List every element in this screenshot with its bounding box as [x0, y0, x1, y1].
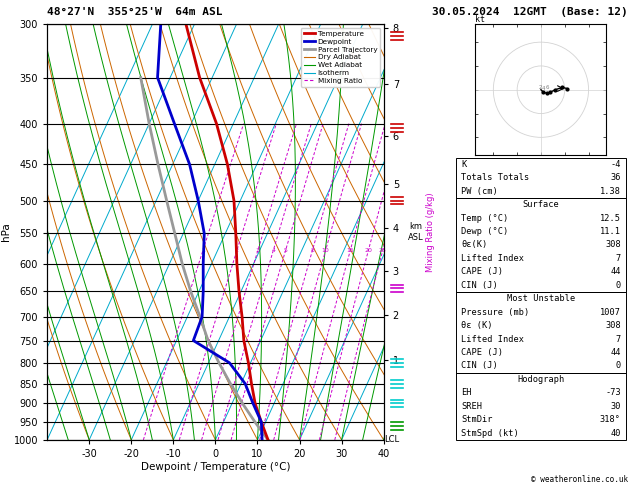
Text: Pressure (mb): Pressure (mb): [461, 308, 530, 317]
Text: Most Unstable: Most Unstable: [507, 294, 575, 303]
Text: 0: 0: [616, 281, 621, 290]
Text: Totals Totals: Totals Totals: [461, 174, 530, 182]
Text: 3: 3: [256, 248, 260, 253]
Text: Dewp (°C): Dewp (°C): [461, 227, 508, 236]
Text: 10: 10: [321, 248, 330, 253]
Text: © weatheronline.co.uk: © weatheronline.co.uk: [531, 474, 628, 484]
Text: 1007: 1007: [600, 308, 621, 317]
Text: 36: 36: [610, 174, 621, 182]
Text: 44: 44: [610, 267, 621, 277]
Text: 40: 40: [610, 429, 621, 437]
Text: Hodograph: Hodograph: [517, 375, 565, 384]
Text: CAPE (J): CAPE (J): [461, 348, 503, 357]
Text: 4: 4: [542, 86, 545, 91]
Text: kt: kt: [476, 15, 486, 24]
Text: K: K: [461, 160, 466, 169]
X-axis label: Dewpoint / Temperature (°C): Dewpoint / Temperature (°C): [141, 462, 290, 471]
Text: PW (cm): PW (cm): [461, 187, 498, 196]
Text: Lifted Index: Lifted Index: [461, 334, 524, 344]
Text: 0: 0: [616, 362, 621, 370]
Text: 15: 15: [347, 248, 354, 253]
Text: Surface: Surface: [523, 200, 559, 209]
Text: 48°27'N  355°25'W  64m ASL: 48°27'N 355°25'W 64m ASL: [47, 7, 223, 17]
Text: 30: 30: [610, 402, 621, 411]
Text: -73: -73: [605, 388, 621, 397]
Text: Temp (°C): Temp (°C): [461, 213, 508, 223]
Text: CIN (J): CIN (J): [461, 362, 498, 370]
Text: StmSpd (kt): StmSpd (kt): [461, 429, 519, 437]
Text: 12.5: 12.5: [600, 213, 621, 223]
Text: 1: 1: [201, 248, 205, 253]
Text: 308: 308: [605, 321, 621, 330]
Bar: [456, 292, 626, 373]
Y-axis label: hPa: hPa: [1, 223, 11, 242]
Bar: [456, 157, 626, 198]
Text: θε(K): θε(K): [461, 241, 487, 249]
Text: EH: EH: [461, 388, 472, 397]
Text: 11.1: 11.1: [600, 227, 621, 236]
Text: 6: 6: [546, 85, 549, 89]
Text: StmDir: StmDir: [461, 415, 493, 424]
Text: 5: 5: [284, 248, 287, 253]
Legend: Temperature, Dewpoint, Parcel Trajectory, Dry Adiabat, Wet Adiabat, Isotherm, Mi: Temperature, Dewpoint, Parcel Trajectory…: [301, 28, 380, 87]
Text: 7: 7: [616, 254, 621, 263]
Text: -4: -4: [610, 160, 621, 169]
Bar: [456, 373, 626, 440]
Text: SREH: SREH: [461, 402, 482, 411]
Text: 7: 7: [616, 334, 621, 344]
Text: 20: 20: [364, 248, 372, 253]
Text: 30.05.2024  12GMT  (Base: 12): 30.05.2024 12GMT (Base: 12): [432, 7, 628, 17]
Text: 308: 308: [605, 241, 621, 249]
Text: 8: 8: [310, 248, 314, 253]
Text: Lifted Index: Lifted Index: [461, 254, 524, 263]
Text: LCL: LCL: [384, 435, 399, 444]
Text: CIN (J): CIN (J): [461, 281, 498, 290]
Text: 44: 44: [610, 348, 621, 357]
Text: 4: 4: [271, 248, 276, 253]
Text: Mixing Ratio (g/kg): Mixing Ratio (g/kg): [426, 192, 435, 272]
Text: 2: 2: [538, 85, 542, 89]
Bar: [456, 198, 626, 292]
Text: 1.38: 1.38: [600, 187, 621, 196]
Text: 2: 2: [235, 248, 239, 253]
Text: 25: 25: [379, 248, 387, 253]
Text: θε (K): θε (K): [461, 321, 493, 330]
Y-axis label: km
ASL: km ASL: [408, 223, 423, 242]
Text: 318°: 318°: [600, 415, 621, 424]
Text: CAPE (J): CAPE (J): [461, 267, 503, 277]
